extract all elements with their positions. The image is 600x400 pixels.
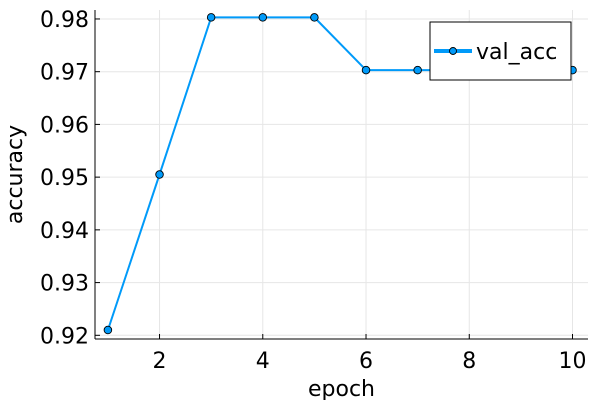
y-tick-label: 0.97 xyxy=(40,61,89,86)
data-point xyxy=(206,13,216,22)
x-axis-label: epoch xyxy=(308,377,375,400)
legend-label: val_acc xyxy=(476,40,557,65)
y-tick-label: 0.95 xyxy=(40,166,89,191)
x-tick-label: 2 xyxy=(153,349,167,374)
y-tick-label: 0.96 xyxy=(40,113,89,138)
x-tick-label: 6 xyxy=(359,349,373,374)
y-tick-label: 0.94 xyxy=(40,219,89,244)
x-tick-label: 4 xyxy=(256,349,270,374)
data-point xyxy=(155,170,164,179)
y-axis-label: accuracy xyxy=(3,125,28,224)
data-point xyxy=(361,65,371,75)
x-tick-label: 10 xyxy=(559,349,587,374)
tick-labels: 2 4 6 8 10 0.92 0.93 0.94 0.95 0.96 0.97 0.98 xyxy=(40,8,586,374)
legend: val_acc xyxy=(429,21,572,81)
data-point xyxy=(413,65,422,75)
y-tick-label: 0.98 xyxy=(40,8,89,33)
plot-frame xyxy=(94,10,588,340)
data-point xyxy=(310,13,319,22)
data-point xyxy=(258,13,268,22)
grid xyxy=(95,10,588,339)
y-tick-label: 0.92 xyxy=(40,324,89,349)
y-tick-label: 0.93 xyxy=(40,272,89,297)
data-point xyxy=(103,325,113,335)
legend-swatch-marker xyxy=(449,47,457,55)
x-tick-label: 8 xyxy=(462,349,476,374)
